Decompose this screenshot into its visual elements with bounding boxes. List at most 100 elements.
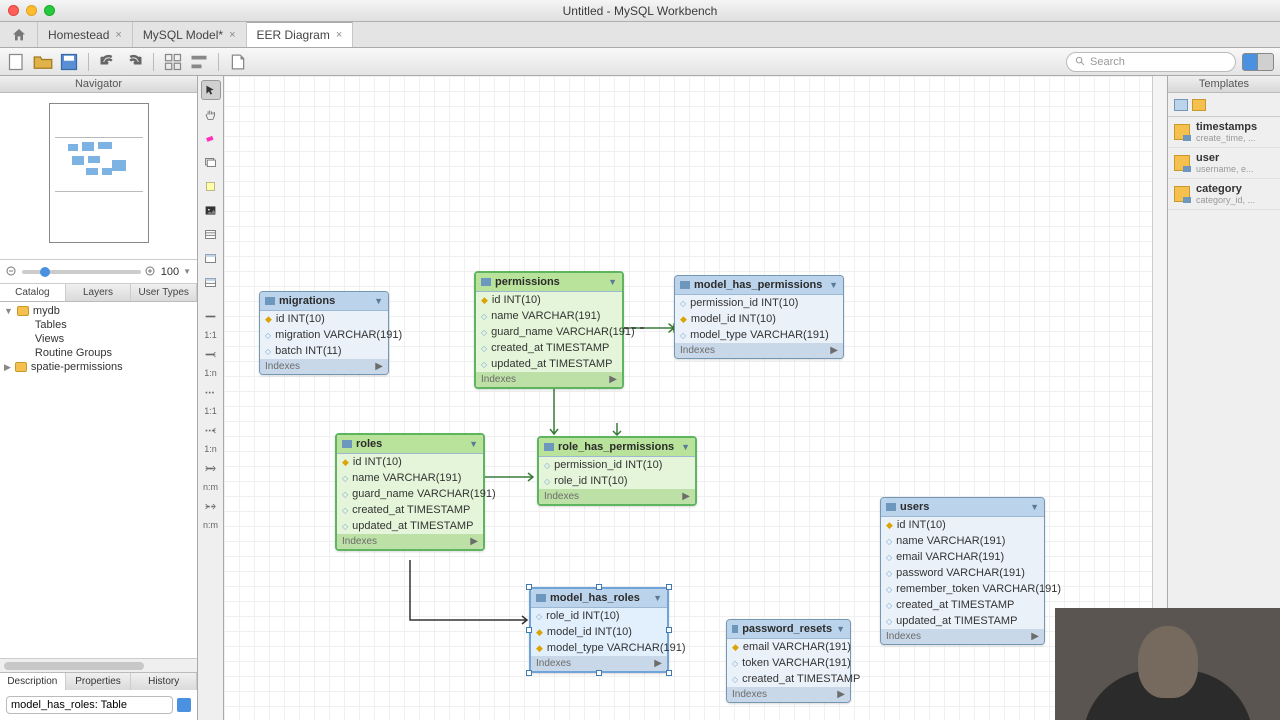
catalog-scrollbar[interactable] bbox=[0, 658, 197, 672]
hand-tool[interactable] bbox=[201, 104, 221, 124]
tree-item-tables[interactable]: ▶Tables bbox=[0, 318, 197, 332]
entity-column[interactable]: ◇model_type VARCHAR(191) bbox=[675, 327, 843, 343]
resize-handle[interactable] bbox=[526, 670, 532, 676]
pointer-tool[interactable] bbox=[201, 80, 221, 100]
entity-column[interactable]: ◇batch INT(11) bbox=[260, 343, 388, 359]
description-input[interactable] bbox=[6, 696, 173, 714]
entity-column[interactable]: ◇created_at TIMESTAMP bbox=[337, 502, 483, 518]
template-item-timestamps[interactable]: timestampscreate_time, ... bbox=[1168, 117, 1280, 148]
entity-column[interactable]: ◇updated_at TIMESTAMP bbox=[337, 518, 483, 534]
desc-tab-history[interactable]: History bbox=[131, 673, 197, 690]
entity-roles[interactable]: roles▼◆id INT(10)◇name VARCHAR(191)◇guar… bbox=[335, 433, 485, 551]
entity-column[interactable]: ◇role_id INT(10) bbox=[531, 608, 667, 624]
tree-db-spatie[interactable]: ▶spatie-permissions bbox=[0, 360, 197, 374]
entity-column[interactable]: ◇password VARCHAR(191) bbox=[881, 565, 1044, 581]
entity-password_resets[interactable]: password_resets▼◆email VARCHAR(191)◇toke… bbox=[726, 619, 851, 703]
catalog-tab-usertypes[interactable]: User Types bbox=[131, 284, 197, 301]
resize-handle[interactable] bbox=[526, 584, 532, 590]
toggle-left-panel[interactable] bbox=[1242, 53, 1258, 71]
entity-header[interactable]: model_has_permissions▼ bbox=[675, 276, 843, 295]
eraser-tool[interactable] bbox=[201, 128, 221, 148]
entity-column[interactable]: ◇name VARCHAR(191) bbox=[337, 470, 483, 486]
entity-column[interactable]: ◇created_at TIMESTAMP bbox=[476, 340, 622, 356]
template-type-icon[interactable] bbox=[1192, 99, 1206, 111]
entity-column[interactable]: ◇updated_at TIMESTAMP bbox=[881, 613, 1044, 629]
tree-db-mydb[interactable]: ▼mydb bbox=[0, 304, 197, 318]
entity-column[interactable]: ◆model_id INT(10) bbox=[675, 311, 843, 327]
entity-column[interactable]: ◆id INT(10) bbox=[476, 292, 622, 308]
catalog-tab-layers[interactable]: Layers bbox=[66, 284, 132, 301]
export-button[interactable] bbox=[227, 52, 249, 72]
desc-tab-properties[interactable]: Properties bbox=[66, 673, 132, 690]
catalog-tab-catalog[interactable]: Catalog bbox=[0, 284, 66, 301]
template-item-user[interactable]: userusername, e... bbox=[1168, 148, 1280, 179]
entity-column[interactable]: ◇remember_token VARCHAR(191) bbox=[881, 581, 1044, 597]
entity-column[interactable]: ◇role_id INT(10) bbox=[539, 473, 695, 489]
entity-indexes[interactable]: Indexes▶ bbox=[531, 656, 667, 671]
undo-button[interactable] bbox=[97, 52, 119, 72]
relation-1-1[interactable] bbox=[201, 306, 221, 326]
entity-column[interactable]: ◇permission_id INT(10) bbox=[675, 295, 843, 311]
description-stepper-icon[interactable] bbox=[177, 698, 191, 712]
entity-column[interactable]: ◇created_at TIMESTAMP bbox=[727, 671, 850, 687]
routine-tool[interactable] bbox=[201, 272, 221, 292]
entity-indexes[interactable]: Indexes▶ bbox=[476, 372, 622, 387]
minimap[interactable] bbox=[0, 93, 197, 260]
table-tool[interactable] bbox=[201, 224, 221, 244]
view-tool[interactable] bbox=[201, 248, 221, 268]
entity-header[interactable]: role_has_permissions▼ bbox=[539, 438, 695, 457]
zoom-dropdown-icon[interactable]: ▼ bbox=[183, 267, 191, 276]
close-tab-icon[interactable]: × bbox=[229, 29, 235, 41]
template-type-icon[interactable] bbox=[1174, 99, 1188, 111]
tree-item-routines[interactable]: ▶Routine Groups bbox=[0, 346, 197, 360]
entity-column[interactable]: ◆id INT(10) bbox=[260, 311, 388, 327]
entity-header[interactable]: users▼ bbox=[881, 498, 1044, 517]
entity-column[interactable]: ◇email VARCHAR(191) bbox=[881, 549, 1044, 565]
entity-column[interactable]: ◆id INT(10) bbox=[337, 454, 483, 470]
note-tool[interactable] bbox=[201, 176, 221, 196]
relation-n-m[interactable] bbox=[201, 458, 221, 478]
toggle-right-panel[interactable] bbox=[1258, 53, 1274, 71]
entity-indexes[interactable]: Indexes▶ bbox=[337, 534, 483, 549]
tab-mysql-model[interactable]: MySQL Model* × bbox=[133, 22, 247, 47]
zoom-slider[interactable] bbox=[22, 270, 141, 274]
entity-indexes[interactable]: Indexes▶ bbox=[881, 629, 1044, 644]
entity-column[interactable]: ◇guard_name VARCHAR(191) bbox=[337, 486, 483, 502]
home-tab[interactable] bbox=[0, 22, 38, 47]
relation-d-1-1[interactable] bbox=[201, 382, 221, 402]
entity-model_has_roles[interactable]: model_has_roles▼◇role_id INT(10)◆model_i… bbox=[529, 587, 669, 673]
resize-handle[interactable] bbox=[666, 670, 672, 676]
close-tab-icon[interactable]: × bbox=[336, 29, 342, 41]
grid-button[interactable] bbox=[162, 52, 184, 72]
close-tab-icon[interactable]: × bbox=[115, 29, 121, 41]
entity-indexes[interactable]: Indexes▶ bbox=[260, 359, 388, 374]
catalog-tree[interactable]: ▼mydb ▶Tables ▶Views ▶Routine Groups ▶sp… bbox=[0, 302, 197, 658]
align-button[interactable] bbox=[188, 52, 210, 72]
entity-column[interactable]: ◇migration VARCHAR(191) bbox=[260, 327, 388, 343]
entity-column[interactable]: ◇guard_name VARCHAR(191) bbox=[476, 324, 622, 340]
entity-column[interactable]: ◇name VARCHAR(191) bbox=[881, 533, 1044, 549]
entity-column[interactable]: ◆model_id INT(10) bbox=[531, 624, 667, 640]
image-tool[interactable] bbox=[201, 200, 221, 220]
entity-indexes[interactable]: Indexes▶ bbox=[675, 343, 843, 358]
entity-column[interactable]: ◆model_type VARCHAR(191) bbox=[531, 640, 667, 656]
entity-header[interactable]: model_has_roles▼ bbox=[531, 589, 667, 608]
tab-eer-diagram[interactable]: EER Diagram × bbox=[247, 22, 354, 47]
tree-item-views[interactable]: ▶Views bbox=[0, 332, 197, 346]
entity-header[interactable]: migrations▼ bbox=[260, 292, 388, 311]
resize-handle[interactable] bbox=[666, 627, 672, 633]
entity-header[interactable]: password_resets▼ bbox=[727, 620, 850, 639]
resize-handle[interactable] bbox=[596, 670, 602, 676]
open-model-button[interactable] bbox=[32, 52, 54, 72]
entity-column[interactable]: ◇updated_at TIMESTAMP bbox=[476, 356, 622, 372]
tab-homestead[interactable]: Homestead × bbox=[38, 22, 133, 47]
entity-column[interactable]: ◆id INT(10) bbox=[881, 517, 1044, 533]
entity-users[interactable]: users▼◆id INT(10)◇name VARCHAR(191)◇emai… bbox=[880, 497, 1045, 645]
relation-d-1-n[interactable] bbox=[201, 420, 221, 440]
entity-column[interactable]: ◇token VARCHAR(191) bbox=[727, 655, 850, 671]
zoom-out-icon[interactable] bbox=[6, 266, 18, 278]
entity-model_has_permissions[interactable]: model_has_permissions▼◇permission_id INT… bbox=[674, 275, 844, 359]
entity-column[interactable]: ◆email VARCHAR(191) bbox=[727, 639, 850, 655]
entity-header[interactable]: roles▼ bbox=[337, 435, 483, 454]
entity-column[interactable]: ◇permission_id INT(10) bbox=[539, 457, 695, 473]
